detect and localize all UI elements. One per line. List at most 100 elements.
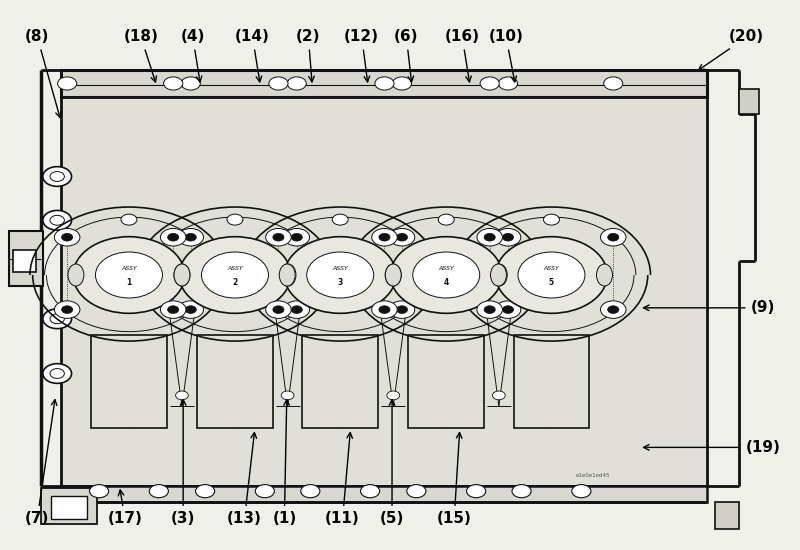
Circle shape bbox=[269, 77, 288, 90]
Circle shape bbox=[178, 228, 203, 246]
Text: (18): (18) bbox=[123, 30, 158, 82]
Circle shape bbox=[518, 252, 585, 298]
Circle shape bbox=[273, 233, 284, 241]
Bar bbox=[51, 496, 86, 519]
Circle shape bbox=[202, 252, 269, 298]
Ellipse shape bbox=[386, 264, 401, 286]
Circle shape bbox=[43, 309, 71, 329]
Circle shape bbox=[498, 77, 518, 90]
Circle shape bbox=[604, 77, 623, 90]
Text: (6): (6) bbox=[394, 30, 418, 82]
Text: ASSY: ASSY bbox=[438, 266, 454, 271]
Circle shape bbox=[73, 236, 185, 314]
Circle shape bbox=[282, 391, 294, 400]
Circle shape bbox=[54, 228, 80, 246]
Circle shape bbox=[62, 306, 73, 313]
Circle shape bbox=[178, 301, 203, 318]
Circle shape bbox=[601, 301, 626, 318]
Ellipse shape bbox=[597, 264, 613, 286]
Circle shape bbox=[58, 77, 77, 90]
Circle shape bbox=[375, 77, 394, 90]
Text: (11): (11) bbox=[326, 432, 360, 526]
Text: (8): (8) bbox=[25, 30, 61, 118]
Circle shape bbox=[390, 236, 502, 314]
Bar bbox=[61, 70, 707, 97]
Circle shape bbox=[43, 167, 71, 186]
Ellipse shape bbox=[491, 264, 507, 286]
Ellipse shape bbox=[490, 264, 506, 286]
Circle shape bbox=[95, 252, 162, 298]
Circle shape bbox=[372, 228, 398, 246]
Circle shape bbox=[477, 228, 502, 246]
Circle shape bbox=[181, 77, 200, 90]
Text: (10): (10) bbox=[489, 30, 523, 82]
Circle shape bbox=[484, 306, 495, 313]
Circle shape bbox=[332, 214, 348, 225]
Circle shape bbox=[361, 485, 380, 498]
Bar bbox=[14, 250, 36, 272]
Text: e1e0e1od45: e1e0e1od45 bbox=[575, 474, 610, 478]
Circle shape bbox=[164, 77, 182, 90]
Circle shape bbox=[266, 228, 291, 246]
Ellipse shape bbox=[68, 264, 84, 286]
Circle shape bbox=[301, 485, 320, 498]
Circle shape bbox=[54, 301, 80, 318]
Circle shape bbox=[495, 301, 521, 318]
Ellipse shape bbox=[174, 264, 190, 286]
Text: (5): (5) bbox=[380, 400, 404, 526]
Circle shape bbox=[466, 485, 486, 498]
Circle shape bbox=[273, 306, 284, 313]
Ellipse shape bbox=[386, 264, 401, 286]
Ellipse shape bbox=[174, 264, 190, 286]
Circle shape bbox=[62, 233, 73, 241]
Circle shape bbox=[266, 301, 291, 318]
Text: ASSY: ASSY bbox=[543, 266, 559, 271]
Circle shape bbox=[43, 364, 71, 383]
Text: 5: 5 bbox=[549, 278, 554, 287]
Text: 4: 4 bbox=[444, 278, 449, 287]
Circle shape bbox=[161, 301, 186, 318]
Circle shape bbox=[227, 214, 243, 225]
Circle shape bbox=[50, 216, 64, 225]
Text: (17): (17) bbox=[107, 490, 142, 526]
Circle shape bbox=[493, 391, 506, 400]
Text: 3: 3 bbox=[338, 278, 343, 287]
Circle shape bbox=[390, 301, 414, 318]
Circle shape bbox=[185, 306, 196, 313]
Text: (16): (16) bbox=[445, 30, 480, 82]
Circle shape bbox=[150, 485, 169, 498]
Bar bbox=[408, 335, 484, 428]
Text: ASSY: ASSY bbox=[227, 266, 243, 271]
Text: 1: 1 bbox=[126, 278, 131, 287]
Circle shape bbox=[161, 228, 186, 246]
Circle shape bbox=[284, 301, 310, 318]
Bar bbox=[197, 335, 273, 428]
Circle shape bbox=[393, 77, 411, 90]
Circle shape bbox=[168, 233, 178, 241]
Text: (19): (19) bbox=[643, 440, 780, 455]
Text: ASSY: ASSY bbox=[121, 266, 137, 271]
Circle shape bbox=[608, 306, 619, 313]
Circle shape bbox=[502, 233, 514, 241]
Text: (4): (4) bbox=[181, 30, 205, 82]
Circle shape bbox=[285, 236, 396, 314]
Circle shape bbox=[543, 214, 559, 225]
Bar bbox=[302, 335, 378, 428]
Circle shape bbox=[502, 306, 514, 313]
Circle shape bbox=[168, 306, 178, 313]
Bar bbox=[61, 486, 707, 502]
Circle shape bbox=[179, 236, 290, 314]
Circle shape bbox=[512, 485, 531, 498]
Circle shape bbox=[397, 306, 407, 313]
Circle shape bbox=[390, 228, 414, 246]
Circle shape bbox=[287, 77, 306, 90]
Circle shape bbox=[90, 485, 109, 498]
Bar bbox=[42, 488, 97, 524]
Circle shape bbox=[50, 172, 64, 182]
Circle shape bbox=[291, 306, 302, 313]
Circle shape bbox=[413, 252, 480, 298]
Ellipse shape bbox=[279, 264, 295, 286]
Text: (12): (12) bbox=[344, 30, 379, 82]
Bar bbox=[10, 231, 43, 286]
Circle shape bbox=[255, 485, 274, 498]
